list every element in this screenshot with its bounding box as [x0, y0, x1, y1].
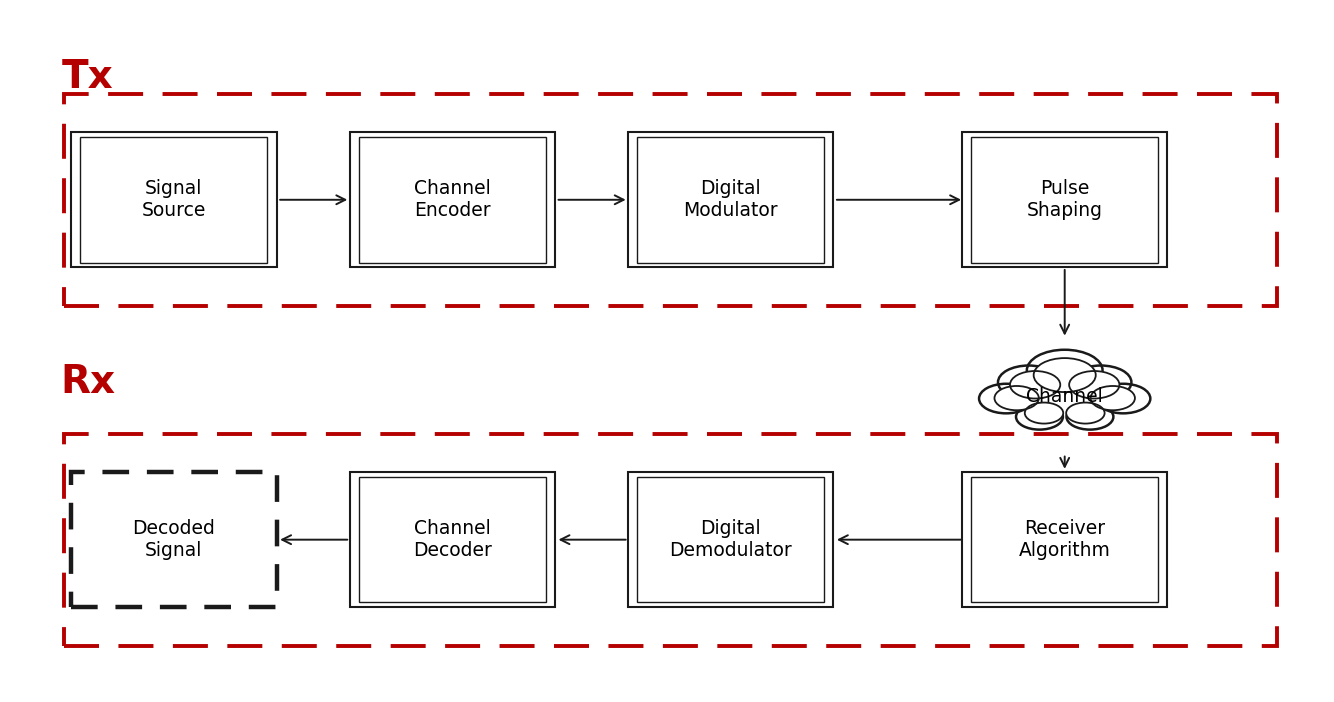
Bar [962, 132, 1167, 267]
Bar [359, 137, 546, 263]
Bar [628, 132, 834, 267]
Bar [971, 137, 1158, 263]
Ellipse shape [998, 366, 1059, 399]
Text: Decoded
Signal: Decoded Signal [132, 519, 215, 560]
Bar [971, 477, 1158, 602]
Ellipse shape [1066, 402, 1105, 423]
Ellipse shape [1066, 404, 1114, 430]
Ellipse shape [1069, 371, 1119, 399]
Ellipse shape [1017, 404, 1063, 430]
Bar [71, 132, 276, 267]
Bar [350, 472, 555, 607]
Bar [64, 435, 1277, 646]
Text: Channel
Encoder: Channel Encoder [414, 179, 491, 220]
Text: Tx: Tx [61, 58, 113, 96]
Bar [80, 137, 267, 263]
Bar [71, 472, 276, 607]
Bar [64, 94, 1277, 306]
Text: Receiver
Algorithm: Receiver Algorithm [1019, 519, 1111, 560]
Ellipse shape [1070, 366, 1131, 399]
Bar [962, 472, 1167, 607]
Text: Channel: Channel [1026, 387, 1103, 406]
Bar [359, 477, 546, 602]
Ellipse shape [1034, 358, 1095, 392]
Text: Rx: Rx [60, 363, 115, 402]
Ellipse shape [1027, 350, 1103, 391]
Ellipse shape [1097, 384, 1150, 413]
Text: Channel
Decoder: Channel Decoder [412, 519, 492, 560]
Ellipse shape [1025, 402, 1063, 423]
Ellipse shape [1091, 386, 1135, 410]
Ellipse shape [1010, 371, 1061, 399]
Ellipse shape [979, 384, 1033, 413]
Bar [638, 137, 824, 263]
Ellipse shape [994, 386, 1039, 410]
Text: Digital
Demodulator: Digital Demodulator [670, 519, 792, 560]
Bar [638, 477, 824, 602]
Bar [350, 132, 555, 267]
Bar [628, 472, 834, 607]
Text: Pulse
Shaping: Pulse Shaping [1027, 179, 1103, 220]
Text: Signal
Source: Signal Source [141, 179, 205, 220]
Text: Digital
Modulator: Digital Modulator [683, 179, 778, 220]
